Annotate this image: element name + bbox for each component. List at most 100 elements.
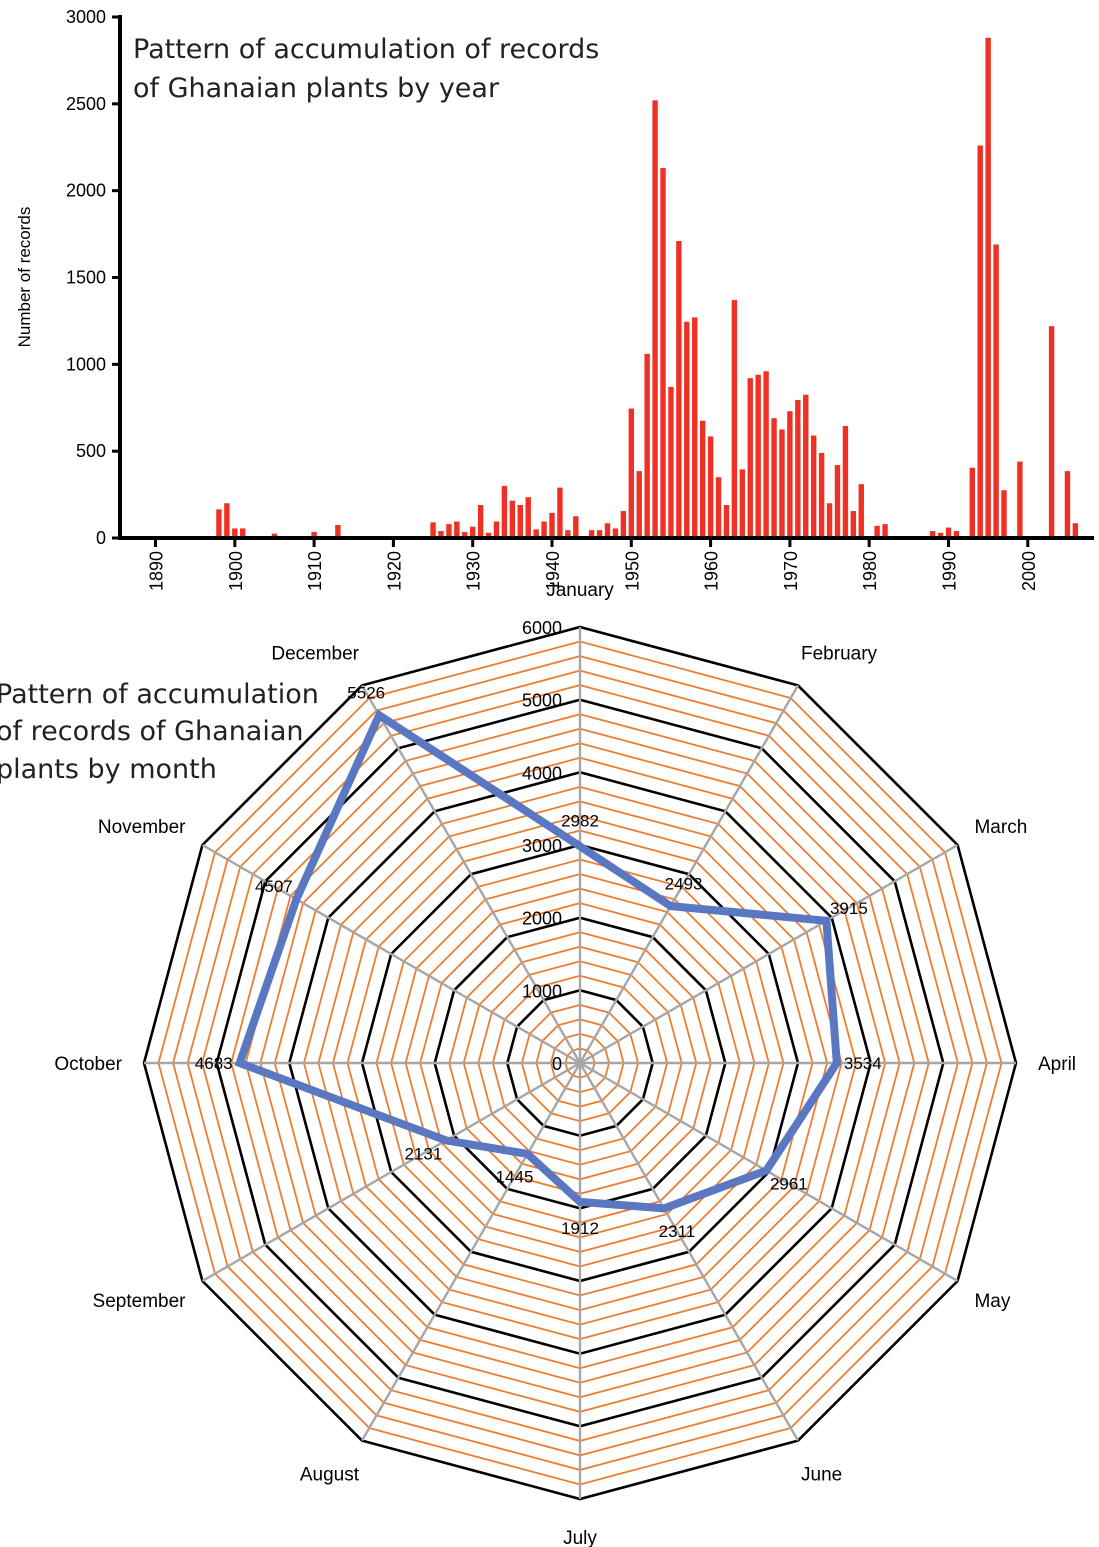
y-axis-label: Number of records xyxy=(15,207,34,348)
ring-value-label: 4000 xyxy=(522,763,562,783)
month-label: September xyxy=(93,1291,187,1312)
bar xyxy=(1064,471,1071,538)
y-axis-ticks: 0 500 1000 1500 2000 2500 3000 xyxy=(66,7,120,548)
radar-spokes xyxy=(144,627,1016,1499)
bar xyxy=(818,452,825,538)
bar xyxy=(803,394,809,538)
bar xyxy=(969,467,975,538)
bar xyxy=(470,526,476,538)
radar-chart-title: Pattern of accumulation of records of Gh… xyxy=(0,679,319,785)
ring-value-label: 3000 xyxy=(522,836,562,856)
x-tick-label: 1950 xyxy=(622,551,642,591)
month-label: March xyxy=(974,817,1027,838)
bar xyxy=(509,500,516,538)
bar xyxy=(787,411,793,538)
bar xyxy=(747,378,753,538)
y-tick-label: 3000 xyxy=(66,7,106,27)
x-axis-ticks: 1890 1900 1910 1920 1930 1940 1950 1960 1970 1980… xyxy=(147,538,1099,591)
month-label: February xyxy=(801,644,878,665)
bar xyxy=(224,503,230,538)
bar-chart-title-line-2: of Ghanaian plants by year xyxy=(133,73,500,104)
x-tick-label: 1930 xyxy=(464,551,484,591)
bar xyxy=(826,503,833,538)
bar xyxy=(240,528,246,538)
radar-series xyxy=(234,709,841,1213)
bar xyxy=(628,408,634,538)
x-tick-label: 1990 xyxy=(940,551,960,591)
bar xyxy=(454,521,460,538)
bar xyxy=(485,532,492,538)
data-label: 4683 xyxy=(195,1054,233,1073)
bar xyxy=(232,528,238,538)
bar xyxy=(731,300,738,538)
bar xyxy=(525,497,531,538)
bar xyxy=(501,485,508,538)
bar xyxy=(707,436,714,538)
bar xyxy=(271,533,278,538)
bar xyxy=(985,37,991,539)
x-tick-label: 1900 xyxy=(226,551,246,591)
data-label: 5526 xyxy=(347,684,385,703)
radar-spoke xyxy=(579,843,959,1065)
bar xyxy=(311,531,317,538)
bar xyxy=(216,509,222,538)
y-tick-label: 500 xyxy=(76,441,106,461)
bar xyxy=(636,471,642,538)
bar xyxy=(565,530,571,538)
bar xyxy=(850,511,857,538)
bar xyxy=(810,435,817,538)
data-label: 2982 xyxy=(561,811,599,830)
radar-ring-labels: 0 1000 2000 3000 4000 5000 6000 xyxy=(522,618,562,1074)
bar xyxy=(763,371,769,538)
y-tick-label: 1500 xyxy=(66,268,106,288)
x-tick-label: 1910 xyxy=(305,551,325,591)
month-label: April xyxy=(1038,1054,1076,1075)
bar xyxy=(517,505,523,538)
radar-spoke xyxy=(360,1062,582,1442)
bar xyxy=(462,531,468,538)
bar xyxy=(692,317,698,538)
radar-chart-title-line-2: of records of Ghanaian xyxy=(0,716,304,747)
radar-series-line xyxy=(234,709,841,1213)
radar-chart-title-line-1: Pattern of accumulation xyxy=(0,679,319,710)
bar xyxy=(739,469,746,538)
month-label: October xyxy=(54,1054,122,1075)
bar xyxy=(715,477,722,538)
bar-chart-title-line-1: Pattern of accumulation of records xyxy=(133,34,599,65)
data-label: 3534 xyxy=(844,1054,882,1073)
bar xyxy=(779,429,785,538)
bar xyxy=(929,531,936,538)
bar xyxy=(842,425,849,538)
bar xyxy=(937,532,944,538)
x-tick-label: 1920 xyxy=(384,551,404,591)
data-label: 4507 xyxy=(255,877,293,896)
bar xyxy=(977,145,983,538)
bar xyxy=(541,521,547,538)
data-label: 1912 xyxy=(561,1219,599,1238)
radar-spoke xyxy=(578,684,800,1064)
bar-axes xyxy=(118,15,1094,540)
bar-chart-title: Pattern of accumulation of records of Gh… xyxy=(133,34,599,104)
bar xyxy=(676,241,682,538)
bar xyxy=(660,168,666,538)
y-tick-label: 0 xyxy=(96,528,106,548)
bar xyxy=(1017,461,1023,538)
ring-value-label: 2000 xyxy=(522,909,562,929)
bar xyxy=(953,531,960,538)
month-label: July xyxy=(563,1528,597,1547)
month-label: November xyxy=(98,817,186,838)
bar xyxy=(438,531,444,538)
bar xyxy=(882,524,888,538)
month-label: August xyxy=(300,1464,360,1485)
bar xyxy=(549,512,555,538)
bar xyxy=(477,505,484,538)
y-tick-label: 2500 xyxy=(66,94,106,114)
bar xyxy=(993,244,999,538)
bar-series xyxy=(208,37,1079,539)
month-label: December xyxy=(271,644,359,665)
bar xyxy=(652,100,658,539)
data-label: 2961 xyxy=(770,1175,808,1194)
bar xyxy=(874,525,880,538)
data-label: 2131 xyxy=(404,1144,442,1163)
